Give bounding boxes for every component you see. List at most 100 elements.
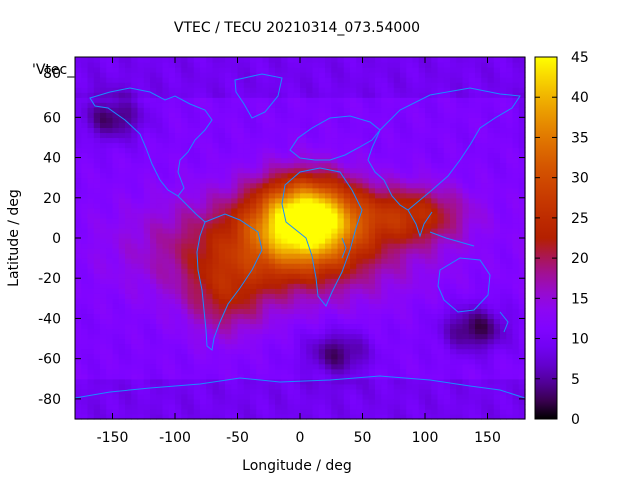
heatmap-cell	[443, 298, 451, 304]
heatmap-cell	[412, 217, 420, 224]
heatmap-cell	[218, 117, 226, 123]
heatmap-cell	[168, 227, 176, 234]
heatmap-cell	[193, 363, 201, 370]
heatmap-cell	[431, 368, 439, 375]
heatmap-cell	[250, 107, 257, 113]
heatmap-cell	[462, 227, 470, 234]
heatmap-cell	[237, 258, 245, 264]
heatmap-cell	[218, 293, 226, 299]
heatmap-cell	[162, 192, 170, 199]
heatmap-cell	[462, 373, 470, 380]
heatmap-cell	[243, 293, 251, 299]
heatmap-cell	[200, 227, 207, 234]
heatmap-cell	[125, 167, 132, 174]
heatmap-cell	[425, 167, 432, 174]
heatmap-cell	[481, 413, 489, 420]
heatmap-cell	[375, 323, 382, 330]
heatmap-cell	[337, 373, 345, 380]
heatmap-cell	[175, 388, 182, 395]
heatmap-cell	[243, 102, 251, 108]
heatmap-cell	[181, 263, 189, 269]
heatmap-cell	[493, 122, 501, 128]
heatmap-cell	[256, 378, 264, 385]
heatmap-cell	[100, 107, 107, 113]
heatmap-cell	[350, 187, 357, 194]
heatmap-cell	[250, 248, 257, 254]
heatmap-cell	[506, 408, 514, 415]
heatmap-cell	[337, 253, 345, 259]
heatmap-cell	[337, 403, 345, 410]
heatmap-cell	[131, 97, 139, 103]
heatmap-cell	[106, 263, 114, 269]
heatmap-cell	[150, 393, 157, 400]
heatmap-cell	[175, 323, 182, 330]
heatmap-cell	[156, 243, 164, 249]
heatmap-cell	[381, 92, 389, 98]
heatmap-cell	[212, 87, 220, 93]
heatmap-cell	[350, 167, 357, 174]
heatmap-cell	[287, 142, 295, 149]
heatmap-cell	[268, 353, 276, 360]
heatmap-cell	[387, 313, 395, 320]
heatmap-cell	[187, 97, 195, 103]
heatmap-cell	[312, 132, 320, 139]
heatmap-cell	[412, 182, 420, 189]
heatmap-cell	[481, 388, 489, 395]
heatmap-cell	[493, 147, 501, 154]
heatmap-cell	[337, 122, 345, 128]
heatmap-cell	[356, 222, 364, 229]
heatmap-cell	[125, 368, 132, 375]
heatmap-cell	[468, 112, 476, 118]
heatmap-cell	[512, 167, 520, 174]
heatmap-cell	[237, 398, 245, 405]
heatmap-cell	[518, 323, 526, 330]
heatmap-cell	[506, 343, 514, 350]
heatmap-cell	[137, 67, 145, 73]
heatmap-cell	[156, 147, 164, 154]
heatmap-cell	[281, 157, 289, 164]
heatmap-cell	[456, 142, 464, 149]
heatmap-cell	[375, 293, 382, 299]
heatmap-cell	[368, 117, 376, 123]
heatmap-cell	[518, 288, 526, 294]
heatmap-cell	[225, 152, 232, 159]
heatmap-cell	[362, 358, 370, 365]
heatmap-cell	[468, 147, 476, 154]
heatmap-cell	[331, 403, 339, 410]
heatmap-cell	[212, 383, 220, 390]
heatmap-cell	[181, 107, 189, 113]
heatmap-cell	[281, 137, 289, 144]
heatmap-cell	[412, 197, 420, 204]
heatmap-cell	[93, 278, 101, 284]
heatmap-cell	[237, 117, 245, 123]
heatmap-cell	[293, 403, 301, 410]
heatmap-cell	[143, 132, 151, 139]
heatmap-cell	[275, 117, 282, 123]
heatmap-cell	[318, 197, 326, 204]
heatmap-cell	[481, 137, 489, 144]
heatmap-cell	[93, 87, 101, 93]
heatmap-cell	[312, 202, 320, 209]
heatmap-cell	[287, 323, 295, 330]
heatmap-cell	[256, 258, 264, 264]
heatmap-cell	[343, 142, 351, 149]
heatmap-cell	[162, 238, 170, 244]
heatmap-cell	[250, 238, 257, 244]
heatmap-cell	[400, 373, 407, 380]
heatmap-cell	[143, 97, 151, 103]
heatmap-cell	[212, 177, 220, 184]
heatmap-cell	[143, 378, 151, 385]
heatmap-cell	[500, 258, 507, 264]
heatmap-cell	[468, 232, 476, 239]
heatmap-cell	[168, 122, 176, 128]
heatmap-cell	[193, 92, 201, 98]
heatmap-cell	[250, 177, 257, 184]
heatmap-cell	[468, 353, 476, 360]
heatmap-cell	[393, 333, 401, 340]
heatmap-cell	[362, 227, 370, 234]
heatmap-cell	[331, 137, 339, 144]
heatmap-cell	[331, 217, 339, 224]
heatmap-cell	[512, 253, 520, 259]
heatmap-cell	[443, 137, 451, 144]
heatmap-cell	[175, 258, 182, 264]
